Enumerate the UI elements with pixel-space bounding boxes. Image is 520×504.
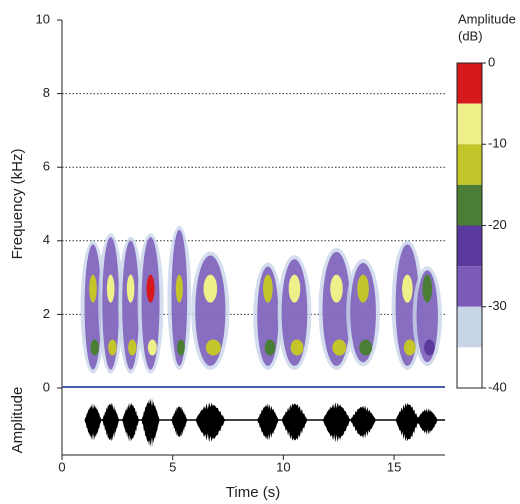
colorbar-tick-label: -30 [488,298,507,313]
colorbar-band [457,225,482,267]
colorbar-band [457,63,482,104]
y-axis-label: Frequency (kHz) [9,149,26,260]
syllable-upper [330,274,343,303]
syllable-upper [288,274,301,303]
colorbar-band [457,306,482,348]
y-tick-label: 2 [43,306,50,321]
x-axis-label: Time (s) [226,484,280,501]
waveform-burst [322,402,351,443]
syllable-body [350,262,376,363]
syllable-upper [203,274,218,303]
colorbar-title: (dB) [458,28,483,43]
colorbar-band [457,103,482,145]
colorbar-tick-label: -40 [488,379,507,394]
syllable-lower [290,339,304,356]
syllable-lower [359,339,373,356]
waveform-burst [84,403,102,441]
waveform-burst [122,402,140,442]
syllable-upper [146,274,155,303]
syllable-body [281,259,308,366]
colorbar-band [457,347,482,388]
colorbar-band [457,266,482,307]
waveform-burst [281,403,308,441]
syllable-body [122,240,140,370]
syllable-body [322,251,351,366]
syllable-lower [128,339,137,356]
syllable-lower [90,339,99,356]
syllable-upper [402,274,413,303]
syllable-body [141,237,160,370]
colorbar-title: Amplitude [458,11,516,26]
y-tick-label: 0 [43,379,50,394]
syllable-lower [205,339,221,356]
y-tick-label: 4 [43,232,50,247]
syllable-upper [175,274,183,303]
colorbar-tick-label: -10 [488,136,507,151]
waveform-burst [257,403,279,441]
waveform-burst [102,402,120,442]
x-tick-label: 5 [169,459,176,474]
syllable-lower [424,339,435,356]
y-tick-label: 10 [36,11,50,26]
x-tick-label: 15 [387,459,401,474]
syllable-lower [332,339,347,356]
syllable-lower [108,339,117,356]
syllable-body [84,244,102,370]
syllable-upper [89,274,97,303]
syllable-upper [106,274,115,303]
syllable-body [195,255,226,366]
colorbar-tick-label: 0 [488,54,495,69]
syllable-body [416,270,438,363]
x-tick-label: 10 [276,459,290,474]
y-tick-label: 8 [43,85,50,100]
colorbar-band [457,144,482,185]
x-tick-label: 0 [58,459,65,474]
syllable-body [102,237,120,370]
syllable-lower [147,339,157,356]
syllable-upper [422,274,433,303]
syllable-body [395,244,420,366]
waveform-burst [171,406,188,438]
amplitude-axis-label: Amplitude [9,387,26,454]
waveform-burst [395,402,420,442]
syllable-body [257,266,279,366]
y-tick-label: 6 [43,159,50,174]
syllable-upper [263,274,273,303]
syllable-upper [126,274,135,303]
syllable-upper [357,274,369,303]
colorbar-tick-label: -20 [488,217,507,232]
waveform-burst [141,397,160,448]
waveform-burst [195,402,226,443]
syllable-lower [264,339,276,356]
waveform-burst [350,405,376,439]
syllable-lower [176,339,185,356]
syllable-lower [403,339,416,356]
waveform-burst [416,408,438,435]
colorbar-band [457,184,482,226]
